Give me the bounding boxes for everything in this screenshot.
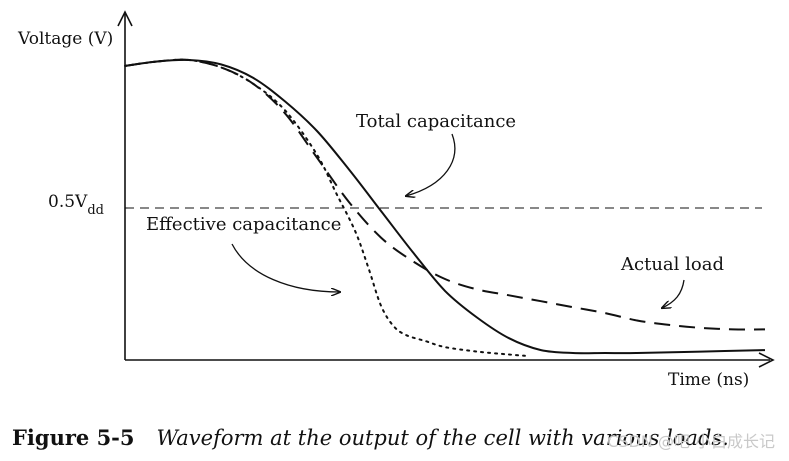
figure-number: Figure 5-5 xyxy=(12,425,135,450)
annotation-actual-load: Actual load xyxy=(620,254,724,275)
x-axis-label: Time (ns) xyxy=(668,370,749,390)
annotation-arrow-actual xyxy=(662,279,685,308)
figure-caption: Figure 5-5 Waveform at the output of the … xyxy=(12,425,729,450)
y-tick-label-sub: dd xyxy=(87,203,104,218)
y-tick-label-half-vdd: 0.5Vdd xyxy=(48,192,104,218)
annotation-arrow-effective xyxy=(231,243,340,292)
series-actual-load xyxy=(124,58,766,331)
y-axis-label: Voltage (V) xyxy=(17,29,113,49)
annotation-arrow-total xyxy=(406,133,456,196)
annotation-effective-capacitance: Effective capacitance xyxy=(146,214,341,235)
watermark: CSDN @吧 小白成长记 xyxy=(607,432,775,451)
y-tick-label-main: 0.5V xyxy=(48,192,88,212)
series-effective-capacitance xyxy=(124,58,530,357)
series-total-capacitance xyxy=(124,58,766,355)
figure-caption-text: Waveform at the output of the cell with … xyxy=(156,426,729,450)
waveform-chart: Voltage (V) Time (ns) 0.5Vdd Total capac… xyxy=(17,10,775,390)
annotation-total-capacitance: Total capacitance xyxy=(356,111,516,132)
x-axis-arrow-icon xyxy=(758,352,775,368)
y-axis-arrow-icon xyxy=(117,10,133,27)
